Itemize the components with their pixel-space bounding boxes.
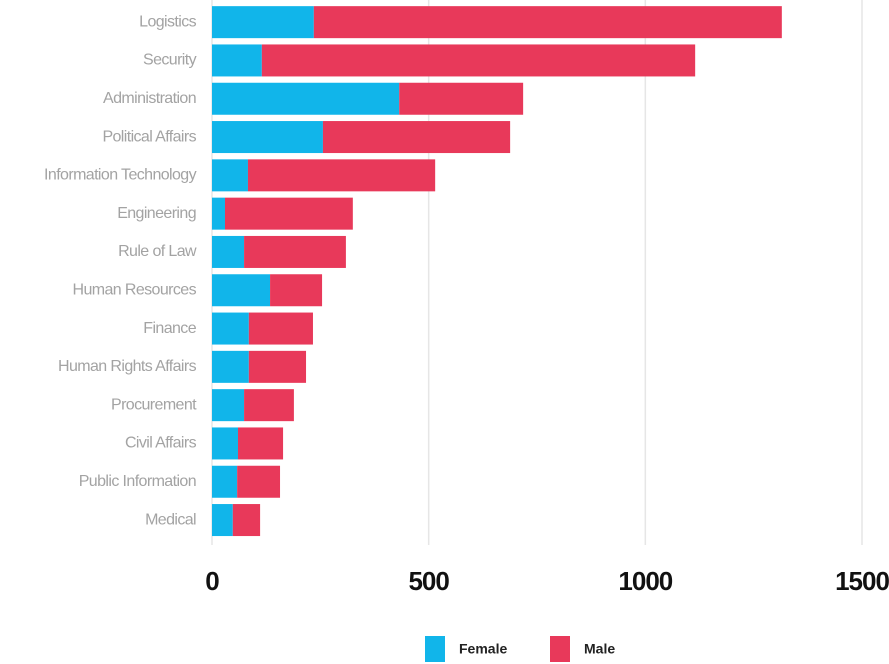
y-tick-label: Rule of Law <box>118 243 197 260</box>
y-tick-label: Political Affairs <box>102 128 196 145</box>
bar-segment <box>399 82 524 115</box>
y-tick-label: Administration <box>103 90 196 107</box>
x-tick-label: 500 <box>408 566 449 596</box>
y-tick-label: Human Rights Affairs <box>58 358 197 375</box>
bar-segment <box>322 121 511 154</box>
bar-segment <box>232 504 261 537</box>
y-tick-label: Medical <box>145 511 196 528</box>
bar-segment <box>212 44 262 77</box>
bar-segment <box>212 465 238 498</box>
bar-segment <box>238 427 284 460</box>
y-tick-label: Engineering <box>117 205 196 222</box>
y-tick-label: Procurement <box>111 396 197 413</box>
bar-segment <box>212 504 233 537</box>
x-tick-label: 0 <box>205 566 219 596</box>
bar-segment <box>212 121 323 154</box>
bar-segment <box>212 350 249 383</box>
x-tick-label: 1000 <box>618 566 672 596</box>
x-tick-label: 1500 <box>835 566 889 596</box>
bar-segment <box>261 44 696 77</box>
y-tick-label: Finance <box>143 320 196 337</box>
legend-label: Female <box>459 641 507 657</box>
bar-segment <box>212 427 238 460</box>
bar-segment <box>248 350 307 383</box>
y-tick-label: Civil Affairs <box>125 435 197 452</box>
y-tick-label: Logistics <box>139 13 196 30</box>
bar-segment <box>212 82 400 115</box>
bar-segment <box>270 274 323 307</box>
bar-segment <box>248 312 313 345</box>
bar-segment <box>212 6 314 39</box>
y-tick-label: Public Information <box>79 473 196 490</box>
bar-segment <box>244 389 294 422</box>
y-tick-label: Human Resources <box>72 281 196 298</box>
legend-swatch <box>425 636 445 662</box>
bar-segment <box>212 274 271 307</box>
legend-label: Male <box>584 641 615 657</box>
bar-segment <box>212 235 245 268</box>
bar-segment <box>225 197 353 230</box>
bar-segment <box>247 159 436 192</box>
bar-segment <box>212 159 248 192</box>
bar-segment <box>212 389 245 422</box>
legend-swatch <box>550 636 570 662</box>
y-tick-label: Information Technology <box>44 167 197 184</box>
bar-segment <box>212 312 249 345</box>
bar-segment <box>244 235 346 268</box>
y-tick-label: Security <box>143 52 197 69</box>
bar-segment <box>237 465 281 498</box>
bar-segment <box>313 6 782 39</box>
bar-segment <box>212 197 225 230</box>
